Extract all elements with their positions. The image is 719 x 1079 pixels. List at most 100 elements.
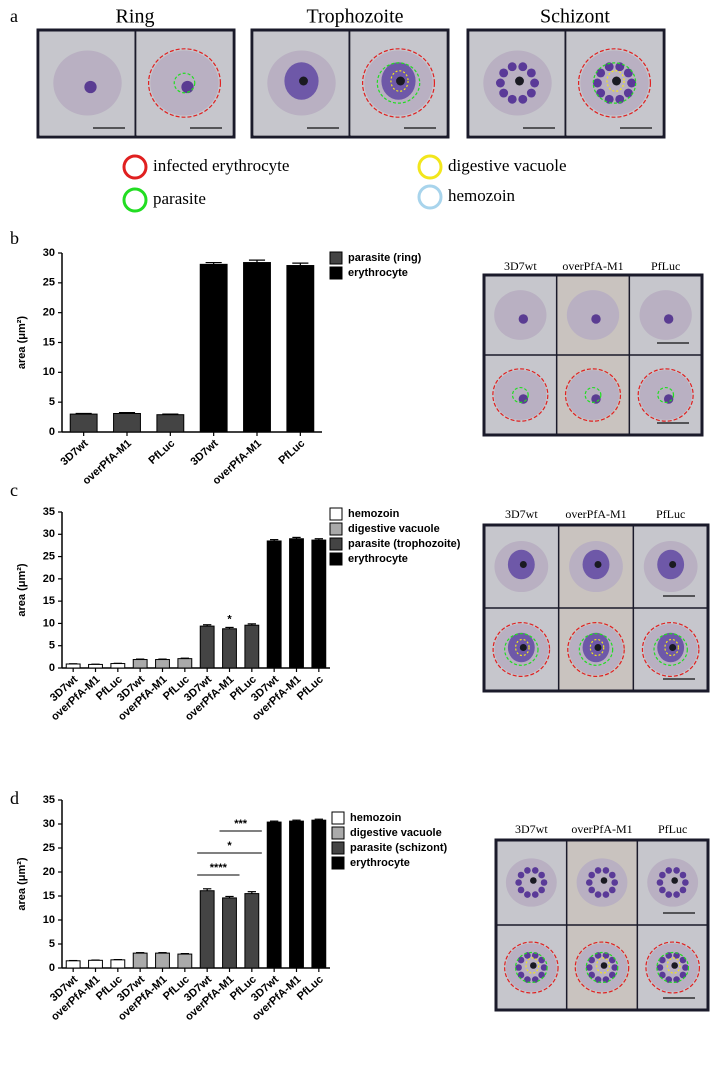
bar — [286, 265, 315, 433]
y-tick-label: 0 — [49, 962, 55, 974]
y-tick-label: 30 — [43, 247, 55, 259]
parasite-outline — [173, 72, 196, 94]
merozoite — [499, 88, 509, 98]
significance: * — [227, 613, 232, 625]
significance: * — [227, 840, 232, 852]
outline-legend-label: digestive vacuole — [448, 156, 567, 175]
stage-label: Schizont — [540, 6, 610, 28]
y-tick-label: 30 — [43, 528, 55, 540]
y-tick-label: 10 — [43, 617, 55, 629]
legend-swatch — [329, 507, 343, 521]
outline-legend-label: infected erythrocyte — [153, 156, 289, 175]
bar — [199, 890, 215, 969]
legend-label: parasite (trophozoite) — [348, 538, 461, 550]
merozoite — [592, 78, 602, 88]
micrograph-header: 3D7wt — [505, 507, 538, 521]
parasite-outline — [511, 386, 529, 404]
parasite — [591, 394, 601, 404]
parasite-outline — [657, 386, 675, 404]
stage-label: Trophozoite — [306, 6, 403, 28]
legend-swatch — [329, 266, 343, 280]
erythrocyte-outline — [504, 941, 559, 994]
erythrocyte-outline — [147, 48, 222, 118]
merozoite — [611, 964, 619, 971]
hemozoin — [530, 962, 537, 969]
bar — [243, 262, 271, 433]
vacuole-outline — [525, 957, 540, 974]
merozoite — [623, 88, 633, 98]
parasite-outline — [653, 633, 688, 666]
legend-label: digestive vacuole — [348, 523, 440, 535]
bar — [289, 820, 304, 969]
significance: **** — [210, 862, 228, 874]
erythrocyte — [494, 370, 547, 420]
legend-swatch — [331, 856, 345, 870]
merozoite — [665, 976, 673, 983]
legend-label: digestive vacuole — [350, 827, 442, 839]
merozoite — [682, 879, 689, 886]
panel-label: c — [10, 480, 18, 500]
y-tick-label: 5 — [49, 396, 55, 408]
merozoite — [531, 976, 539, 983]
hemozoin — [519, 561, 527, 568]
y-tick-label: 25 — [43, 550, 55, 562]
vacuole-outline — [589, 638, 605, 657]
merozoite — [608, 886, 616, 894]
y-tick-label: 0 — [49, 662, 55, 674]
bar — [155, 659, 170, 669]
erythrocyte-outline — [641, 622, 700, 677]
merozoite — [518, 94, 528, 104]
merozoite — [588, 886, 596, 894]
hemozoin — [396, 76, 405, 86]
merozoite — [665, 891, 673, 898]
merozoite — [517, 871, 525, 879]
merozoite — [524, 976, 531, 983]
micrograph-header: PfLuc — [658, 822, 687, 836]
merozoite — [659, 871, 666, 879]
bar — [199, 263, 228, 433]
merozoite — [531, 867, 539, 874]
merozoite — [659, 886, 666, 894]
legend-label: parasite (ring) — [348, 252, 422, 264]
significance: *** — [234, 818, 248, 830]
merozoite — [540, 964, 548, 971]
y-tick-label: 5 — [49, 640, 55, 652]
bar — [69, 413, 98, 433]
hemozoin — [299, 76, 308, 86]
panel-label: a — [10, 6, 18, 26]
merozoite — [594, 867, 602, 874]
vacuole-outline — [664, 638, 679, 657]
legend-swatch — [329, 522, 343, 536]
legend-swatch — [331, 841, 345, 855]
merozoite — [665, 867, 673, 874]
merozoite — [602, 976, 610, 983]
vacuole-outline — [596, 957, 610, 974]
parasite-outline — [504, 633, 539, 666]
bar — [266, 821, 282, 969]
outline-legend-label: hemozoin — [448, 186, 516, 205]
parasite — [591, 314, 601, 324]
merozoite — [611, 879, 619, 886]
y-axis-label: area (μm²) — [16, 316, 28, 370]
bar — [65, 663, 81, 669]
erythrocyte-outline — [564, 368, 622, 422]
merozoite — [499, 68, 509, 78]
erythrocyte — [639, 290, 692, 340]
vacuole-outline — [666, 957, 681, 974]
micrograph-header: 3D7wt — [515, 822, 548, 836]
hemozoin — [519, 644, 527, 651]
merozoite — [604, 62, 614, 72]
outline-legend-symbol — [417, 184, 443, 210]
erythrocyte — [566, 290, 620, 340]
x-tick-label: PfLuc — [295, 673, 326, 702]
legend-swatch — [329, 537, 343, 551]
hemozoin — [515, 76, 524, 86]
hemozoin — [594, 561, 602, 568]
bar — [156, 414, 185, 433]
bar — [110, 663, 126, 669]
hemozoin — [530, 877, 537, 884]
erythrocyte — [494, 290, 547, 340]
x-tick-label: PfLuc — [295, 973, 326, 1002]
